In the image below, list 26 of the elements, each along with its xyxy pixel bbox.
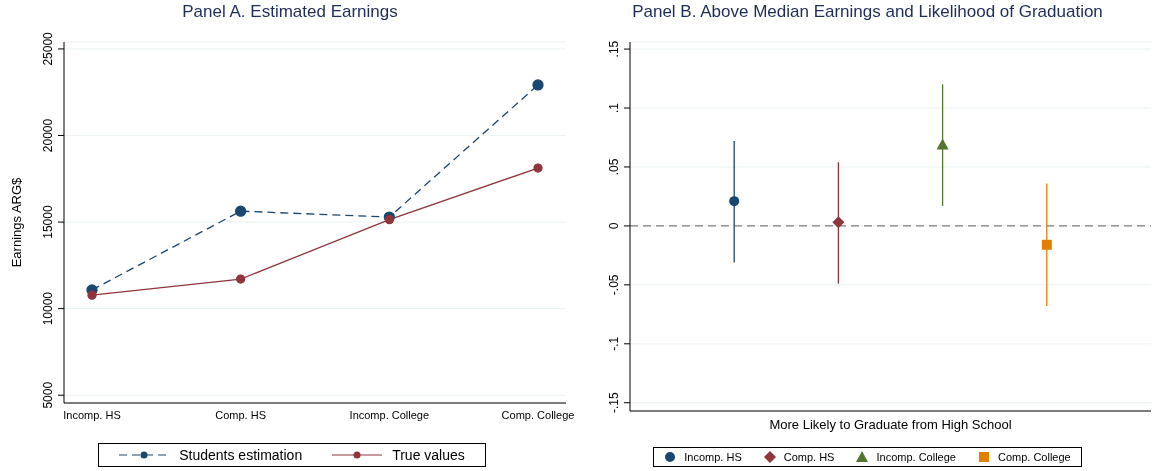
- x-tick-label: Incomp. HS: [63, 408, 121, 421]
- y-tick-label: -.05: [607, 274, 621, 296]
- y-tick-label: 15000: [41, 205, 55, 239]
- x-tick-label: Comp. College: [501, 408, 575, 421]
- y-axis-title: Earnings ARG$: [8, 176, 24, 268]
- chart-title: Panel B. Above Median Earnings and Likelihood of Graduation: [631, 1, 1104, 23]
- y-tick-label: 25000: [41, 31, 55, 66]
- y-tick-label: .1: [607, 102, 621, 114]
- legend-label: Comp. HS: [783, 451, 835, 463]
- x-tick-label: Comp. HS: [215, 408, 267, 421]
- legend-label: Incomp. College: [876, 451, 956, 463]
- x-axis-title: More Likely to Graduate from High School: [769, 417, 1012, 432]
- y-tick-label: -.1: [607, 336, 621, 351]
- y-tick-label: .15: [607, 40, 621, 58]
- legend-label: Incomp. HS: [684, 451, 742, 463]
- y-tick-label: .05: [607, 158, 621, 176]
- y-tick-label: 5000: [41, 381, 55, 409]
- legend-label: True values: [392, 447, 465, 463]
- legend-label: Students estimation: [179, 447, 303, 463]
- x-tick-label: Incomp. College: [349, 408, 430, 421]
- y-tick-label: 10000: [41, 291, 55, 326]
- y-tick-label: -.15: [607, 392, 621, 414]
- legend-label: Comp. College: [997, 451, 1071, 463]
- y-tick-label: 20000: [41, 118, 55, 153]
- chart-title: Panel A. Estimated Earnings: [181, 1, 399, 23]
- y-tick-label: 0: [607, 222, 621, 230]
